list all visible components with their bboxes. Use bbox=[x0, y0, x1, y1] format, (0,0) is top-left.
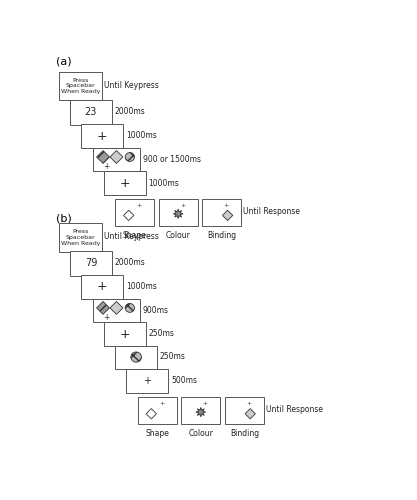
Polygon shape bbox=[97, 302, 110, 314]
Text: 250ms: 250ms bbox=[148, 329, 174, 338]
Text: +: + bbox=[203, 402, 208, 406]
Polygon shape bbox=[173, 209, 183, 218]
Polygon shape bbox=[110, 150, 123, 164]
Text: 23: 23 bbox=[85, 108, 97, 118]
Polygon shape bbox=[123, 210, 134, 220]
Polygon shape bbox=[146, 408, 156, 419]
Text: Until Keypress: Until Keypress bbox=[104, 81, 158, 90]
Text: Colour: Colour bbox=[188, 429, 213, 438]
Bar bbox=[58, 72, 102, 100]
Text: 1000ms: 1000ms bbox=[148, 178, 179, 188]
Text: +: + bbox=[103, 162, 109, 171]
Bar bbox=[104, 322, 146, 346]
Polygon shape bbox=[222, 210, 233, 220]
Bar bbox=[202, 198, 241, 226]
Text: +: + bbox=[246, 402, 252, 406]
Text: +: + bbox=[180, 203, 186, 208]
Text: 2000ms: 2000ms bbox=[114, 107, 145, 116]
Circle shape bbox=[125, 304, 135, 312]
Text: 250ms: 250ms bbox=[160, 352, 186, 362]
Text: Binding: Binding bbox=[230, 429, 259, 438]
Bar bbox=[70, 100, 112, 124]
Bar bbox=[70, 251, 112, 276]
Text: +: + bbox=[97, 130, 108, 142]
Bar bbox=[81, 276, 123, 298]
Text: Press
Spacebar
When Ready: Press Spacebar When Ready bbox=[60, 229, 100, 246]
Text: 900ms: 900ms bbox=[143, 306, 168, 314]
Text: +: + bbox=[143, 376, 151, 386]
Bar bbox=[138, 397, 176, 424]
Polygon shape bbox=[245, 408, 255, 419]
Text: 1000ms: 1000ms bbox=[126, 132, 156, 140]
Bar bbox=[115, 198, 154, 226]
Text: (b): (b) bbox=[56, 214, 72, 224]
Bar bbox=[115, 346, 157, 369]
Text: Until Keypress: Until Keypress bbox=[104, 232, 158, 241]
Polygon shape bbox=[110, 302, 123, 314]
Bar bbox=[126, 369, 168, 392]
Text: 500ms: 500ms bbox=[171, 376, 197, 385]
Text: 79: 79 bbox=[85, 258, 97, 268]
Bar bbox=[81, 124, 123, 148]
Text: Shape: Shape bbox=[145, 429, 169, 438]
Text: Colour: Colour bbox=[166, 230, 191, 239]
Bar bbox=[159, 198, 198, 226]
Bar bbox=[58, 223, 102, 252]
Text: +: + bbox=[103, 313, 109, 322]
Text: 900 or 1500ms: 900 or 1500ms bbox=[143, 155, 201, 164]
Bar bbox=[104, 172, 146, 195]
Text: +: + bbox=[120, 176, 130, 190]
Text: 2000ms: 2000ms bbox=[114, 258, 145, 267]
Text: +: + bbox=[97, 280, 108, 293]
Text: Shape: Shape bbox=[123, 230, 146, 239]
Bar bbox=[93, 299, 141, 322]
Text: 1000ms: 1000ms bbox=[126, 282, 156, 291]
Text: Binding: Binding bbox=[207, 230, 236, 239]
Circle shape bbox=[131, 352, 141, 362]
Text: (a): (a) bbox=[56, 57, 72, 67]
Polygon shape bbox=[97, 150, 110, 164]
Text: +: + bbox=[224, 203, 229, 208]
Circle shape bbox=[125, 152, 135, 162]
Text: Until Response: Until Response bbox=[266, 406, 323, 414]
Polygon shape bbox=[196, 408, 206, 417]
Bar bbox=[93, 148, 141, 172]
Text: +: + bbox=[159, 402, 164, 406]
Text: Press
Spacebar
When Ready: Press Spacebar When Ready bbox=[60, 78, 100, 94]
Bar bbox=[225, 397, 264, 424]
Text: +: + bbox=[120, 328, 130, 340]
Text: Until Response: Until Response bbox=[244, 208, 300, 216]
Text: +: + bbox=[136, 203, 142, 208]
Bar bbox=[181, 397, 220, 424]
